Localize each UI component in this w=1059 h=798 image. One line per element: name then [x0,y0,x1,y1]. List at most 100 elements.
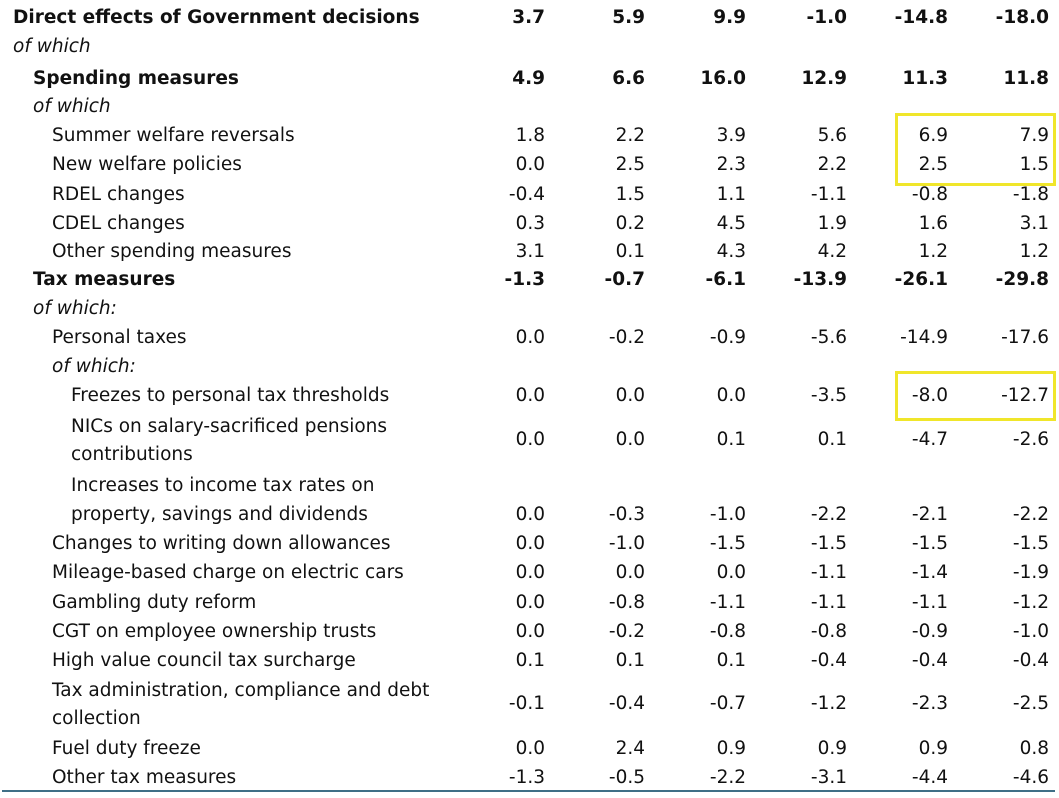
value-cell: -26.1 [894,269,948,290]
value-cell: -4.4 [911,767,948,788]
value-cell: -0.4 [508,184,545,205]
row-label: Gambling duty reform [52,592,257,613]
row-label: CDEL changes [52,213,185,234]
value-cell: -1.5 [1012,533,1049,554]
value-cell: 0.1 [716,429,746,450]
value-cell: -14.9 [900,327,948,348]
value-cell: -14.8 [894,7,948,28]
value-cell: -1.1 [810,562,847,583]
value-cell: -0.8 [709,621,746,642]
value-cell: 0.2 [615,213,645,234]
value-cell: 2.4 [615,738,645,759]
value-cell: 2.5 [615,154,645,175]
value-cell: -12.7 [1001,385,1049,406]
value-cell: -0.5 [608,767,645,788]
value-cell: -2.3 [911,693,948,714]
value-cell: -0.9 [911,621,948,642]
value-cell: 4.5 [716,213,746,234]
row-label: of which [13,36,91,57]
value-cell: 0.1 [515,650,545,671]
value-cell: 1.2 [918,241,948,262]
value-cell: -0.1 [508,693,545,714]
value-cell: -0.4 [1012,650,1049,671]
value-cell: 0.0 [615,562,645,583]
value-cell: 6.6 [612,68,645,89]
value-cell: -0.3 [608,504,645,525]
value-cell: -18.0 [995,7,1049,28]
value-cell: -0.8 [911,184,948,205]
value-cell: 0.0 [515,385,545,406]
value-cell: 3.1 [515,241,545,262]
value-cell: -1.5 [709,533,746,554]
value-cell: 4.3 [716,241,746,262]
value-cell: -1.8 [1012,184,1049,205]
value-cell: 0.0 [515,592,545,613]
value-cell: 7.9 [1019,125,1049,146]
value-cell: -4.6 [1012,767,1049,788]
row-label: of which: [33,298,117,319]
value-cell: -1.0 [1012,621,1049,642]
value-cell: -1.4 [911,562,948,583]
value-cell: 1.9 [817,213,847,234]
value-cell: 5.9 [612,7,645,28]
value-cell: -0.2 [608,327,645,348]
value-cell: -0.4 [911,650,948,671]
row-label: RDEL changes [52,184,185,205]
value-cell: 0.1 [615,241,645,262]
value-cell: -3.5 [810,385,847,406]
value-cell: -0.7 [604,269,645,290]
value-cell: 2.3 [716,154,746,175]
row-label: Fuel duty freeze [52,738,201,759]
value-cell: 11.3 [902,68,948,89]
value-cell: 0.1 [817,429,847,450]
value-cell: -1.0 [806,7,847,28]
row-label: Mileage-based charge on electric cars [52,562,404,583]
value-cell: -2.2 [709,767,746,788]
value-cell: 12.9 [801,68,847,89]
row-label: Other spending measures [52,241,292,262]
value-cell: 2.5 [918,154,948,175]
value-cell: -1.5 [810,533,847,554]
value-cell: 0.0 [515,504,545,525]
row-label: New welfare policies [52,154,242,175]
value-cell: -1.1 [709,592,746,613]
value-cell: 1.5 [1019,154,1049,175]
value-cell: 2.2 [817,154,847,175]
value-cell: 1.1 [716,184,746,205]
value-cell: -0.9 [709,327,746,348]
value-cell: 0.0 [515,738,545,759]
value-cell: -1.3 [504,269,545,290]
value-cell: -1.0 [608,533,645,554]
value-cell: 0.0 [515,533,545,554]
value-cell: -0.8 [810,621,847,642]
row-label-continued: collection [52,708,141,729]
value-cell: 1.2 [1019,241,1049,262]
value-cell: 0.0 [515,327,545,348]
value-cell: 0.9 [716,738,746,759]
value-cell: -3.1 [810,767,847,788]
value-cell: 9.9 [713,7,746,28]
value-cell: 6.9 [918,125,948,146]
value-cell: 4.2 [817,241,847,262]
value-cell: -2.2 [810,504,847,525]
value-cell: -29.8 [995,269,1049,290]
value-cell: 0.0 [615,429,645,450]
value-cell: 0.0 [515,621,545,642]
value-cell: -2.1 [911,504,948,525]
value-cell: 3.7 [512,7,545,28]
row-label-continued: property, savings and dividends [71,504,368,525]
highlight-box-tax-thresholds [895,371,1056,421]
value-cell: -0.2 [608,621,645,642]
value-cell: -2.6 [1012,429,1049,450]
value-cell: -1.5 [911,533,948,554]
value-cell: 0.9 [817,738,847,759]
value-cell: -17.6 [1001,327,1049,348]
row-label-continued: contributions [71,444,193,465]
row-label: Summer welfare reversals [52,125,295,146]
value-cell: 2.2 [615,125,645,146]
value-cell: 4.9 [512,68,545,89]
value-cell: 3.1 [1019,213,1049,234]
value-cell: -8.0 [911,385,948,406]
value-cell: -1.9 [1012,562,1049,583]
row-label: Spending measures [33,68,239,89]
